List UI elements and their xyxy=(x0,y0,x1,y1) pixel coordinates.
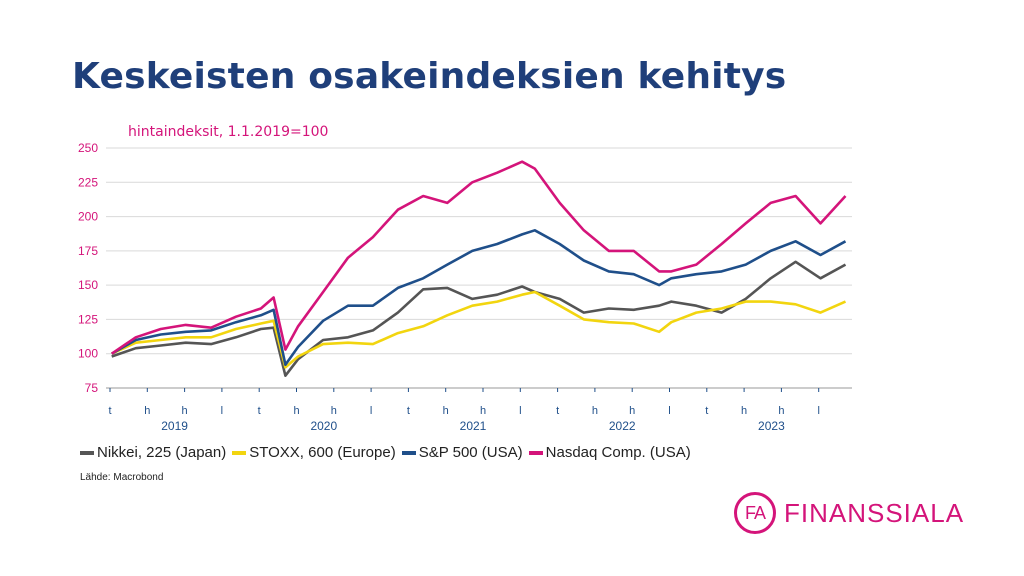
legend-item-2: S&P 500 (USA) xyxy=(401,444,523,461)
x-year-label: 2020 xyxy=(310,419,337,433)
legend-item-3: Nasdaq Comp. (USA) xyxy=(528,444,691,461)
finanssiala-logo: FA FINANSSIALA xyxy=(734,492,964,534)
legend-swatch xyxy=(528,450,543,455)
legend-item-1: STOXX, 600 (Europe) xyxy=(232,444,396,461)
y-tick-label: 225 xyxy=(78,175,98,189)
x-month-label: h xyxy=(182,405,188,417)
x-month-label: l xyxy=(817,405,819,417)
page-title: Keskeisten osakeindeksien kehitys xyxy=(72,56,787,97)
legend-item-0: Nikkei, 225 (Japan) xyxy=(80,444,226,461)
y-tick-label: 175 xyxy=(78,244,98,258)
x-month-label: h xyxy=(293,405,299,417)
legend-swatch xyxy=(232,450,247,455)
legend-swatch xyxy=(401,450,416,455)
legend-swatch xyxy=(80,450,94,455)
x-year-label: 2022 xyxy=(609,419,636,433)
x-month-label: t xyxy=(108,405,111,417)
x-month-label: h xyxy=(331,405,337,417)
legend-label: Nasdaq Comp. (USA) xyxy=(545,444,691,461)
series-line-2 xyxy=(111,229,847,367)
x-month-label: h xyxy=(629,405,635,417)
x-month-label: t xyxy=(556,405,559,417)
chart-subtitle: hintaindeksit, 1.1.2019=100 xyxy=(128,124,329,140)
x-year-label: 2023 xyxy=(758,419,785,433)
logo-name: FINANSSIALA xyxy=(784,497,965,528)
grid-layer xyxy=(106,147,852,389)
x-month-label: t xyxy=(258,405,261,417)
legend-label: STOXX, 600 (Europe) xyxy=(249,444,396,461)
x-month-label: h xyxy=(144,405,150,417)
y-tick-label: 150 xyxy=(78,278,98,292)
legend-label: S&P 500 (USA) xyxy=(418,444,523,461)
x-month-label: t xyxy=(705,405,708,417)
y-tick-label: 100 xyxy=(78,347,98,361)
y-tick-label: 75 xyxy=(85,381,99,395)
x-month-label: t xyxy=(407,405,410,417)
x-month-label: l xyxy=(370,405,372,417)
y-tick-label: 250 xyxy=(78,141,98,155)
x-month-label: h xyxy=(480,405,486,417)
y-tick-label: 125 xyxy=(78,312,98,326)
x-month-label: h xyxy=(592,405,598,417)
chart-legend: Nikkei, 225 (Japan) STOXX, 600 (Europe) S&… xyxy=(80,444,691,461)
y-tick-label: 200 xyxy=(78,210,98,224)
series-line-0 xyxy=(111,260,847,378)
source-note: Lähde: Macrobond xyxy=(80,472,164,483)
series-line-1 xyxy=(111,290,847,369)
x-month-label: h xyxy=(443,405,449,417)
x-month-label: l xyxy=(519,405,521,417)
series-line-3 xyxy=(110,160,847,355)
x-year-label: 2021 xyxy=(460,419,487,433)
x-month-label: l xyxy=(221,405,223,417)
axis-layer: 75 100 125 150 175 200 225 250 t h h l t h h l t h h l t h h l t… xyxy=(78,141,820,433)
x-month-label: h xyxy=(778,405,784,417)
x-month-label: l xyxy=(668,405,670,417)
x-month-label: h xyxy=(741,405,747,417)
logo-mark: FA xyxy=(734,492,776,534)
legend-label: Nikkei, 225 (Japan) xyxy=(97,444,227,461)
x-year-label: 2019 xyxy=(161,419,188,433)
series-layer xyxy=(110,160,847,378)
